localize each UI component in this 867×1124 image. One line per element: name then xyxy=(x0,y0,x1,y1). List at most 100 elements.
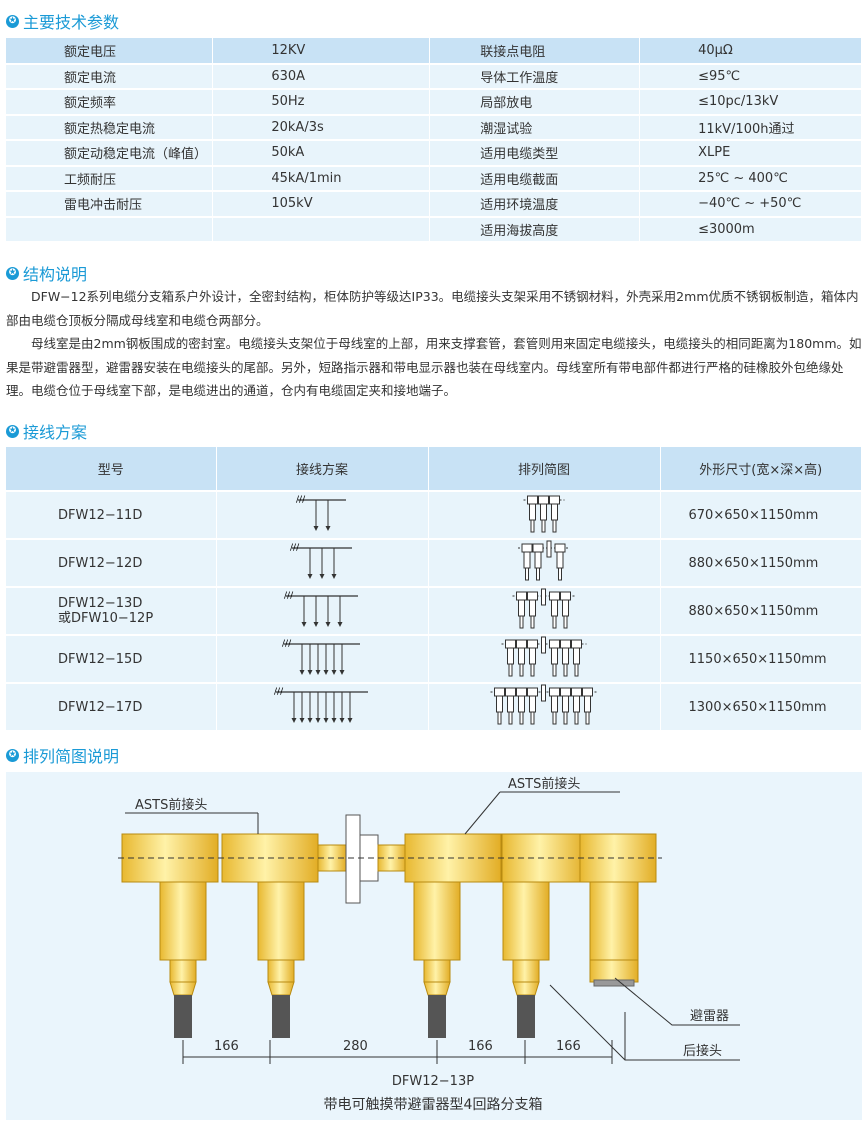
model: DFW12−13D xyxy=(58,596,143,611)
param-label xyxy=(6,216,214,243)
param-label: 联接点电阻 xyxy=(429,38,641,65)
arrangement-icon xyxy=(523,495,565,533)
arrangement-cell xyxy=(428,683,661,732)
section-title-structure: ✪ 结构说明 xyxy=(6,261,87,285)
param-value: 25℃ ~ 400℃ xyxy=(639,165,862,192)
model-cell: DFW12−12D xyxy=(6,539,217,588)
model: DFW12−11D xyxy=(58,507,143,523)
star-icon: ✪ xyxy=(6,748,19,762)
arrangement-diagram: ASTS前接头 ASTS前接头 避雷器 后接头 166 280 166 166 … xyxy=(6,772,862,1120)
model-cell: DFW12−17D xyxy=(6,683,217,732)
param-value: 630A xyxy=(212,63,431,90)
arrangement-icon xyxy=(512,588,576,629)
wiring-row: DFW12−13D 或DFW10−12P /// 880×650×1150mm xyxy=(6,587,862,636)
star-icon: ✪ xyxy=(6,266,19,280)
param-value: ≤10pc/13kV xyxy=(639,89,862,116)
section-title-wiring: ✪ 接线方案 xyxy=(6,419,87,443)
arrangement-cell xyxy=(428,539,661,588)
section-title-params: ✪ 主要技术参数 xyxy=(6,9,119,33)
param-value: 40μΩ xyxy=(639,38,862,65)
label-front-joint-2: ASTS前接头 xyxy=(508,776,580,792)
param-value: ≤3000m xyxy=(639,216,862,243)
structure-text: DFW−12系列电缆分支箱系户外设计，全密封结构，柜体防护等级达IP33。电缆接… xyxy=(6,285,862,403)
model: DFW12−12D xyxy=(58,555,143,571)
param-label: 额定电压 xyxy=(6,38,214,65)
param-label: 潮湿试验 xyxy=(429,114,641,141)
arrangement-cell xyxy=(428,635,661,684)
params-table: 额定电压 12KV 联接点电阻 40μΩ 额定电流 630A 导体工作温度 ≤95℃ 额定频率 5… xyxy=(6,38,862,243)
header-wiring: 接线方案 xyxy=(216,447,429,492)
svg-text:///: /// xyxy=(296,495,306,505)
param-label: 额定电流 xyxy=(6,63,214,90)
svg-text:///: /// xyxy=(282,639,292,649)
params-row: 适用海拔高度 ≤3000m xyxy=(6,216,862,243)
arrangement-cell xyxy=(428,491,661,540)
size-cell: 1150×650×1150mm xyxy=(660,635,862,684)
dimension-label: 166 xyxy=(556,1039,581,1054)
param-label: 额定动稳定电流（峰值） xyxy=(6,140,214,167)
size-cell: 1300×650×1150mm xyxy=(660,683,862,732)
param-value: XLPE xyxy=(639,140,862,167)
wiring-scheme-cell: /// xyxy=(216,635,429,684)
param-value: 12KV xyxy=(212,38,431,65)
label-arrester: 避雷器 xyxy=(690,1009,729,1024)
diagram-caption: 带电可触摸带避雷器型4回路分支箱 xyxy=(324,1097,543,1113)
paragraph: DFW−12系列电缆分支箱系户外设计，全密封结构，柜体防护等级达IP33。电缆接… xyxy=(6,289,859,328)
param-label: 适用海拔高度 xyxy=(429,216,641,243)
star-icon: ✪ xyxy=(6,14,19,28)
param-label: 导体工作温度 xyxy=(429,63,641,90)
arrangement-icon xyxy=(490,684,598,725)
param-value: 11kV/100h通过 xyxy=(639,114,862,141)
params-row: 工频耐压 45kA/1min 适用电缆截面 25℃ ~ 400℃ xyxy=(6,165,862,192)
params-row: 额定频率 50Hz 局部放电 ≤10pc/13kV xyxy=(6,89,862,116)
header-model: 型号 xyxy=(6,447,217,492)
wiring-table: 型号 接线方案 排列简图 外形尺寸(宽×深×高) DFW12−11D /// 670… xyxy=(6,447,862,732)
dimension-label: 166 xyxy=(468,1039,493,1054)
param-label: 额定热稳定电流 xyxy=(6,114,214,141)
wiring-scheme-cell: /// xyxy=(216,587,429,636)
model: DFW12−17D xyxy=(58,699,143,715)
wiring-scheme-cell: /// xyxy=(216,539,429,588)
header-size: 外形尺寸(宽×深×高) xyxy=(660,447,862,492)
param-label: 工频耐压 xyxy=(6,165,214,192)
paragraph: 母线室是由2mm钢板围成的密封室。电缆接头支架位于母线室的上部，用来支撑套管，套… xyxy=(6,336,862,398)
wiring-scheme-cell: /// xyxy=(216,683,429,732)
param-label: 额定频率 xyxy=(6,89,214,116)
dimension-label: 166 xyxy=(214,1039,239,1054)
wiring-scheme-cell: /// xyxy=(216,491,429,540)
model-cell: DFW12−13D 或DFW10−12P xyxy=(6,587,217,636)
arrangement-icon xyxy=(501,636,587,677)
param-value: 45kA/1min xyxy=(212,165,431,192)
section-title-layout: ✪ 排列简图说明 xyxy=(6,743,119,767)
param-value: 50kA xyxy=(212,140,431,167)
wiring-row: DFW12−17D /// 1300×650×1150mm xyxy=(6,683,862,732)
model-cell: DFW12−15D xyxy=(6,635,217,684)
wiring-row: DFW12−15D /// 1150×650×1150mm xyxy=(6,635,862,684)
params-row: 额定热稳定电流 20kA/3s 潮湿试验 11kV/100h通过 xyxy=(6,114,862,141)
diagram-model: DFW12−13P xyxy=(392,1074,474,1089)
param-value: 105kV xyxy=(212,191,431,218)
model-cell: DFW12−11D xyxy=(6,491,217,540)
svg-text:///: /// xyxy=(284,591,294,601)
wiring-row: DFW12−12D /// 880×650×1150mm xyxy=(6,539,862,588)
model: DFW12−15D xyxy=(58,651,143,667)
wiring-scheme-icon: /// xyxy=(274,687,368,723)
model-alt: 或DFW10−12P xyxy=(58,611,154,626)
param-value xyxy=(212,216,431,243)
wiring-scheme-icon: /// xyxy=(282,639,360,675)
dimension-label: 280 xyxy=(343,1039,368,1054)
param-label: 局部放电 xyxy=(429,89,641,116)
svg-text:///: /// xyxy=(274,687,284,697)
param-value: ≤95℃ xyxy=(639,63,862,90)
arrangement-icon xyxy=(518,540,570,581)
param-value: 20kA/3s xyxy=(212,114,431,141)
param-label: 雷电冲击耐压 xyxy=(6,191,214,218)
params-row: 额定电压 12KV 联接点电阻 40μΩ xyxy=(6,38,862,65)
wiring-scheme-icon: /// xyxy=(296,495,346,531)
size-cell: 880×650×1150mm xyxy=(660,539,862,588)
label-rear-joint: 后接头 xyxy=(683,1043,722,1059)
header-arrangement: 排列简图 xyxy=(428,447,661,492)
size-cell: 880×650×1150mm xyxy=(660,587,862,636)
param-value: −40℃ ~ +50℃ xyxy=(639,191,862,218)
params-row: 额定电流 630A 导体工作温度 ≤95℃ xyxy=(6,63,862,90)
